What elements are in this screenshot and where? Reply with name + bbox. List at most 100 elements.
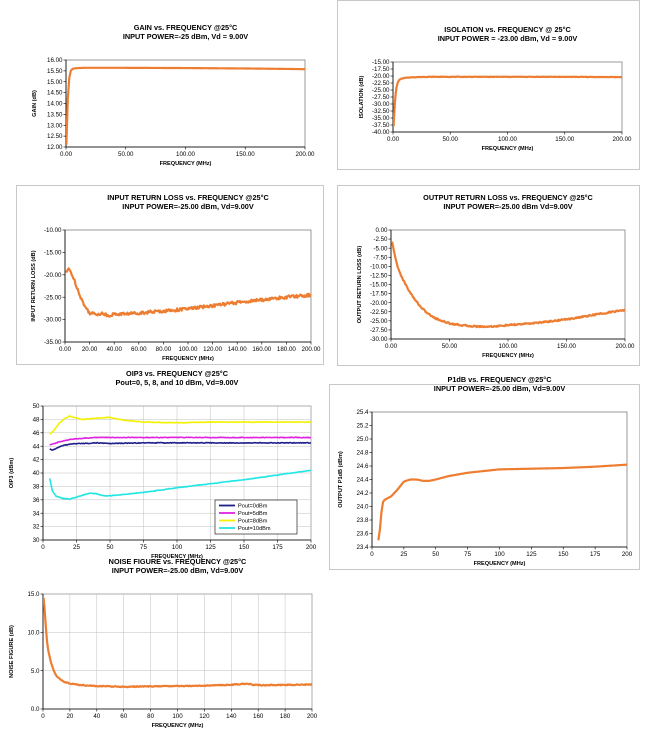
y-tick-label: -10.00 [370, 263, 388, 270]
y-tick-label: -15.00 [44, 250, 62, 257]
x-tick-label: 140 [226, 713, 237, 720]
noise-figure-chart-panel: NOISE FIGURE vs. FREQUENCY @25°C INPUT PO… [0, 557, 324, 734]
y-tick-label: 12.00 [47, 144, 63, 151]
x-tick-label: 100 [494, 551, 505, 558]
y-tick-label: -37.50 [372, 122, 390, 129]
x-tick-label: 200 [306, 544, 317, 551]
y-tick-label: -30.00 [370, 336, 388, 343]
plot-area [390, 229, 626, 340]
y-tick-label: -7.50 [373, 254, 388, 261]
y-tick-label: -25.00 [44, 294, 62, 301]
x-tick-label: 80 [147, 713, 154, 720]
series-line [43, 597, 312, 689]
y-tick-label: 14.00 [47, 101, 63, 108]
x-tick-label: 150.00 [236, 151, 255, 158]
chart-title: ISOLATION vs. FREQUENCY @ 25°C [444, 25, 571, 34]
series-line [66, 66, 305, 145]
chart-subtitle: INPUT POWER = -23.00 dBm, Vd = 9.00V [438, 34, 578, 43]
series-line [65, 267, 311, 318]
y-tick-label: -25.00 [370, 318, 388, 325]
legend-label: Pout=0dBm [238, 504, 268, 510]
y-tick-label: 38 [33, 484, 40, 491]
x-tick-label: 140.00 [228, 346, 247, 353]
y-tick-label: -25.00 [372, 87, 390, 94]
legend-label: Pout=10dBm [238, 526, 271, 532]
x-tick-label: 50 [432, 551, 439, 558]
oip3-chart-panel: OIP3 vs. FREQUENCY @25°C Pout=0, 5, 8, an… [0, 369, 324, 568]
y-tick-label: -22.50 [372, 80, 390, 87]
gain-chart-panel: GAIN vs. FREQUENCY @25°C INPUT POWER=-25 … [0, 0, 324, 180]
x-tick-label: 100.00 [498, 136, 517, 143]
y-tick-label: 23.6 [356, 531, 369, 538]
input-return-loss-chart-panel: INPUT RETURN LOSS vs. FREQUENCY @25°C INP… [16, 185, 324, 365]
x-tick-label: 40 [93, 713, 100, 720]
y-tick-label: 24.6 [356, 463, 369, 470]
y-tick-label: 40 [33, 470, 40, 477]
x-tick-label: 60 [120, 713, 127, 720]
y-tick-label: -2.50 [373, 236, 388, 243]
x-tick-label: 100 [172, 713, 183, 720]
y-tick-label: 10.0 [27, 629, 40, 636]
chart-subtitle: Pout=0, 5, 8, and 10 dBm, Vd=9.00V [116, 378, 239, 387]
y-tick-label: 5.0 [31, 668, 40, 675]
x-tick-label: 160 [253, 713, 264, 720]
y-tick-label: -27.50 [372, 94, 390, 101]
chart-subtitle: INPUT POWER=-25.00 dBm, Vd=9.00V [434, 384, 566, 393]
y-tick-label: 46 [33, 430, 40, 437]
x-axis-label: FREQUENCY (MHz) [160, 161, 212, 167]
y-axis-label: OUTPUT RETURN LOSS (dB) [357, 246, 363, 324]
y-tick-label: -20.00 [372, 73, 390, 80]
x-tick-label: 175 [590, 551, 601, 558]
y-tick-label: 30 [33, 537, 40, 544]
x-tick-label: 20 [66, 713, 73, 720]
x-tick-label: 0.00 [385, 343, 398, 350]
x-tick-label: 75 [464, 551, 471, 558]
chart-subtitle: INPUT POWER=-25.00 dBm Vd=9.00V [443, 202, 572, 211]
x-tick-label: 0 [41, 713, 45, 720]
y-tick-label: 24.0 [356, 504, 369, 511]
chart-subtitle: INPUT POWER=-25.00 dBm, Vd=9.00V [112, 566, 244, 575]
y-tick-label: 25.4 [356, 409, 369, 416]
chart-title: INPUT RETURN LOSS vs. FREQUENCY @25°C [107, 193, 269, 202]
chart-subtitle: INPUT POWER=-25.00 dBm, Vd=9.00V [122, 202, 254, 211]
y-tick-label: 13.00 [47, 122, 63, 129]
y-tick-label: 0.0 [31, 706, 40, 713]
y-tick-label: 14.50 [47, 90, 63, 97]
series-line [391, 241, 625, 329]
x-tick-label: 150.00 [557, 343, 576, 350]
y-tick-label: -27.50 [370, 327, 388, 334]
x-tick-label: 0 [41, 544, 45, 551]
x-tick-label: 50.00 [118, 151, 134, 158]
x-axis-label: FREQUENCY (MHz) [474, 561, 526, 567]
x-tick-label: 125 [526, 551, 537, 558]
x-tick-label: 25 [73, 544, 80, 551]
isolation-chart-panel: ISOLATION vs. FREQUENCY @ 25°C INPUT POWE… [337, 0, 640, 170]
x-tick-label: 100.00 [179, 346, 198, 353]
x-tick-label: 80.00 [156, 346, 172, 353]
x-tick-label: 120.00 [203, 346, 222, 353]
y-axis-label: OUTPUT P1dB (dBm) [338, 451, 344, 508]
chart-title: GAIN vs. FREQUENCY @25°C [134, 23, 238, 32]
y-tick-label: -30.00 [44, 317, 62, 324]
y-tick-label: 15.00 [47, 79, 63, 86]
y-tick-label: -10.00 [44, 227, 62, 234]
plot-area [392, 61, 623, 133]
x-tick-label: 0 [370, 551, 374, 558]
x-tick-label: 100.00 [176, 151, 195, 158]
chart-title: OIP3 vs. FREQUENCY @25°C [126, 369, 229, 378]
y-tick-label: 24.2 [356, 490, 369, 497]
x-tick-label: 0.00 [59, 346, 72, 353]
y-tick-label: 25.2 [356, 423, 369, 430]
y-tick-label: -17.50 [372, 66, 390, 73]
y-axis-label: GAIN (dB) [32, 90, 38, 117]
y-tick-label: 48 [33, 417, 40, 424]
x-tick-label: 150.00 [555, 136, 574, 143]
plot-area [65, 59, 306, 148]
x-tick-label: 120 [199, 713, 210, 720]
y-axis-label: NOISE FIGURE (dB) [9, 625, 15, 678]
x-tick-label: 200 [622, 551, 633, 558]
